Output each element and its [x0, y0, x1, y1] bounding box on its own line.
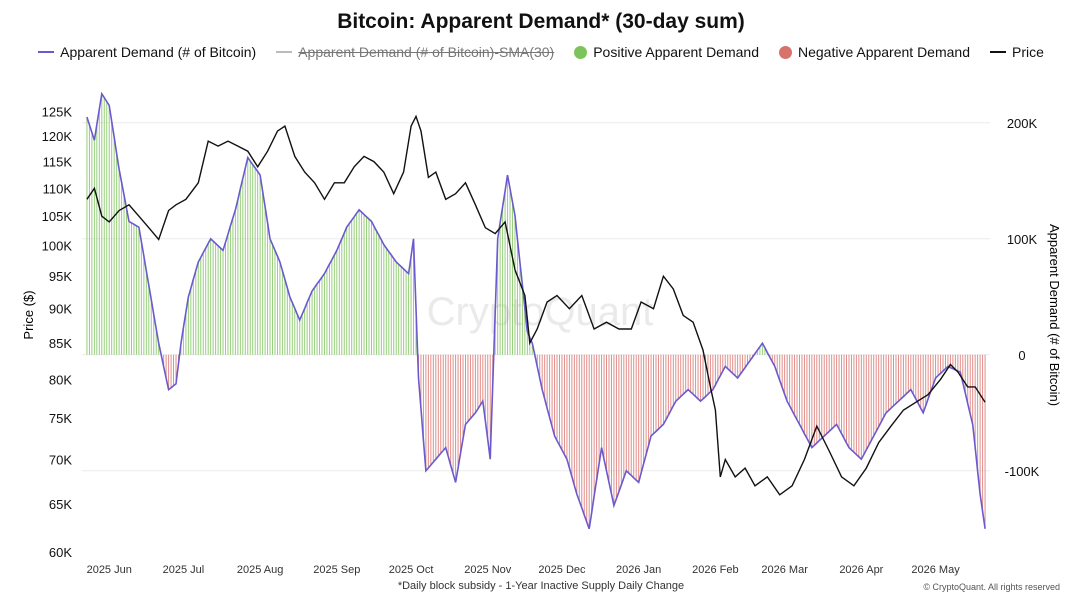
legend-item-price[interactable]: Price: [989, 44, 1044, 60]
legend: Apparent Demand (# of Bitcoin) Apparent …: [0, 44, 1082, 60]
y-left-tick-label: 85K: [49, 336, 72, 351]
x-tick-label: 2025 Nov: [464, 564, 512, 576]
y-left-tick-label: 90K: [49, 302, 72, 317]
y-axis-left-label: Price ($): [21, 290, 36, 339]
chart-title: Bitcoin: Apparent Demand* (30-day sum): [337, 10, 745, 33]
x-tick-label: 2026 May: [911, 564, 960, 576]
x-tick-label: 2026 Mar: [761, 564, 808, 576]
y-left-tick-label: 120K: [42, 129, 73, 144]
y-axis-right-label: Apparent Demand (# of Bitcoin): [1047, 224, 1062, 406]
x-tick-label: 2026 Feb: [692, 564, 738, 576]
y-left-tick-label: 110K: [43, 181, 73, 196]
x-tick-label: 2026 Apr: [839, 564, 883, 576]
y-left-tick-label: 115K: [43, 155, 73, 170]
y-right-tick-label: 100K: [1007, 232, 1038, 247]
legend-swatch-sma30: [276, 51, 293, 53]
legend-label-apparent-demand: Apparent Demand (# of Bitcoin): [60, 44, 257, 60]
x-tick-label: 2026 Jan: [616, 564, 661, 576]
credit: © CryptoQuant. All rights reserved: [923, 582, 1060, 592]
y-left-tick-label: 125K: [42, 105, 73, 120]
x-tick-label: 2025 Oct: [389, 564, 434, 576]
legend-swatch-apparent-demand: [38, 51, 55, 53]
legend-label-sma30: Apparent Demand (# of Bitcoin)-SMA(30): [298, 44, 555, 60]
y-right-tick-label: 200K: [1007, 116, 1038, 131]
legend-label-negative: Negative Apparent Demand: [797, 44, 970, 60]
apparent-demand-line: [86, 91, 986, 530]
demand-bars: [86, 93, 986, 529]
legend-label-price: Price: [1011, 44, 1044, 60]
legend-label-positive: Positive Apparent Demand: [593, 44, 759, 60]
x-tick-label: 2025 Aug: [237, 564, 284, 576]
legend-item-positive[interactable]: Positive Apparent Demand: [574, 44, 759, 60]
x-tick-label: 2025 Sep: [313, 564, 360, 576]
legend-swatch-negative: [778, 45, 792, 59]
y-left-tick-label: 100K: [42, 238, 73, 253]
y-left-tick-label: 80K: [49, 372, 72, 387]
y-left-tick-label: 95K: [49, 269, 72, 284]
legend-item-negative[interactable]: Negative Apparent Demand: [778, 44, 970, 60]
price-line: [86, 114, 986, 496]
legend-item-sma30[interactable]: Apparent Demand (# of Bitcoin)-SMA(30): [276, 44, 554, 60]
x-tick-label: 2025 Jun: [87, 564, 132, 576]
y-left-tick-label: 75K: [49, 411, 72, 426]
watermark: CryptoQuant: [427, 290, 654, 334]
footnote: *Daily block subsidy - 1-Year Inactive S…: [397, 580, 685, 592]
series-lines: [86, 91, 986, 530]
x-tick-label: 2025 Jul: [163, 564, 205, 576]
y-left-tick-label: 70K: [49, 452, 72, 467]
y-right-tick-label: -100K: [1005, 464, 1040, 479]
y-left-tick-label: 60K: [49, 545, 72, 560]
y-right-tick-label: 0: [1018, 348, 1025, 363]
legend-swatch-positive: [574, 45, 588, 59]
legend-swatch-price: [989, 51, 1006, 53]
x-tick-label: 2025 Dec: [538, 564, 586, 576]
y-left-tick-label: 105K: [42, 209, 73, 224]
axes: -100K 0 100K 200K 60K 65K 70K 75K 80K 85K 90K 95K 10…: [42, 105, 1040, 576]
legend-item-apparent-demand[interactable]: Apparent Demand (# of Bitcoin): [38, 44, 256, 60]
y-left-tick-label: 65K: [49, 497, 72, 512]
